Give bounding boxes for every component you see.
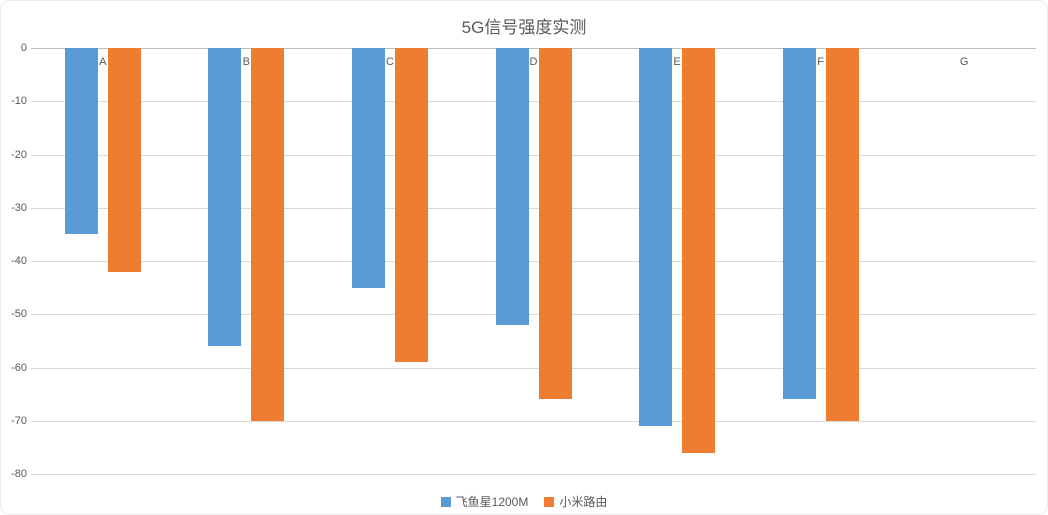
bar-series2-a[interactable] [107,48,141,272]
gridline [31,474,1036,475]
legend-swatch-series2-icon [544,496,555,507]
legend-swatch-series1-icon [440,496,451,507]
x-axis-category-label-a: A [99,56,107,68]
y-axis-tick-label: 0 [20,42,27,54]
y-axis-tick-label: -30 [11,201,27,214]
legend-label-series1: 飞鱼星1200M [455,495,529,509]
legend: 飞鱼星1200M 小米路由 [1,493,1047,510]
gridline [31,367,1036,369]
legend-item-series2[interactable]: 小米路由 [544,493,607,510]
gridline [31,314,1036,316]
y-axis-tick-label: -20 [11,148,27,161]
bar-series2-c[interactable] [394,48,428,363]
y-axis-tick-label: -80 [11,468,27,480]
y-axis-tick-label: -40 [11,255,27,267]
x-axis-line [31,48,1036,49]
bar-series1-b[interactable] [208,48,242,347]
bar-series1-a[interactable] [64,48,98,235]
y-axis-tick-label: -60 [11,361,27,374]
gridline [31,420,1036,422]
bar-series1-c[interactable] [351,48,385,288]
bar-series2-f[interactable] [825,48,859,421]
x-axis-category-label-e: E [673,56,681,68]
chart-title: 5G信号强度实测 [461,18,587,37]
bar-series2-d[interactable] [538,48,572,400]
bar-series2-e[interactable] [682,48,716,453]
gridline [31,154,1036,156]
bar-series2-b[interactable] [251,48,285,421]
x-axis-category-label-c: C [385,56,394,68]
x-axis-category-label-d: D [529,56,538,68]
legend-label-series2: 小米路由 [559,495,608,509]
gridline [31,101,1036,103]
y-axis-tick-label: -70 [11,414,27,427]
x-axis-category-label-g: G [959,56,969,68]
bar-series1-e[interactable] [639,48,673,427]
legend-item-series1[interactable]: 飞鱼星1200M [440,493,529,510]
x-axis-category-label-b: B [242,56,251,68]
gridline [31,207,1036,209]
y-axis-tick-label: -50 [11,308,27,321]
bar-series1-d[interactable] [495,48,529,325]
gridline [31,261,1036,262]
y-axis-tick-label: -10 [11,95,27,108]
bar-series1-f[interactable] [782,48,816,400]
x-axis-category-label-f: F [817,56,824,68]
